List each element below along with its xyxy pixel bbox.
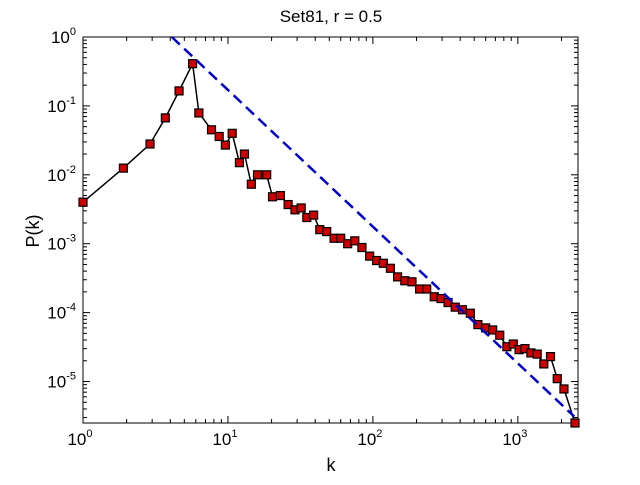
y-tick-label: 10-5 [47,371,76,392]
data-point-marker [385,263,395,273]
data-point-marker [145,139,155,149]
data-point-marker [227,128,237,138]
y-axis-title: P(k) [23,215,43,248]
y-tick-label: 10-4 [47,302,76,323]
data-point-marker [252,170,263,180]
data-point-marker [267,192,278,202]
data-point-marker [350,236,360,246]
data-point-marker [357,242,367,253]
data-point-marker [559,384,569,394]
data-point-marker [220,140,230,150]
data-point-marker [552,374,562,384]
data-point-marker [488,325,498,335]
data-point-marker [296,203,306,213]
data-point-marker [336,233,346,243]
y-tick-label: 10-3 [47,233,76,254]
y-tick-label: 10-2 [47,164,76,185]
data-point-marker [545,351,556,362]
y-tick-label: 100 [51,26,76,47]
data-point-marker [262,170,272,180]
power-law-fit-line [170,36,576,418]
data-point-marker [239,149,250,159]
data-point-marker [532,349,542,359]
x-axis-title: k [327,455,337,475]
data-point-marker [275,190,285,201]
chart-title: Set81, r = 0.5 [280,7,383,26]
data-point-marker [508,339,518,349]
data-point-marker [206,125,217,135]
data-point-marker [283,199,293,210]
y-tick-label: 10-1 [47,95,76,116]
data-point-marker [570,418,580,428]
x-tick-label: 100 [67,428,92,449]
data-point-marker [495,330,505,340]
data-point-marker [407,277,417,287]
data-point-marker [174,86,184,96]
data-point-marker [187,59,198,69]
data-point-marker [160,113,170,123]
data-point-marker [194,108,204,118]
data-point-marker [465,308,475,318]
data-point-marker [309,210,319,220]
data-point-marker [214,131,224,142]
data-point-marker [322,226,332,237]
data-point-marker [378,258,388,268]
data-point-marker [539,359,549,369]
x-tick-label: 102 [357,428,382,449]
data-point-marker [78,197,88,207]
data-point-marker [246,179,256,189]
data-point-marker [118,163,129,173]
data-point-marker [234,158,245,168]
x-tick-label: 103 [502,428,527,449]
x-tick-label: 101 [212,428,237,449]
data-point-marker [422,284,432,294]
plot-area: 100 101 102 103 10-5 10-4 10-3 10-2 10-1 100 [47,26,580,449]
